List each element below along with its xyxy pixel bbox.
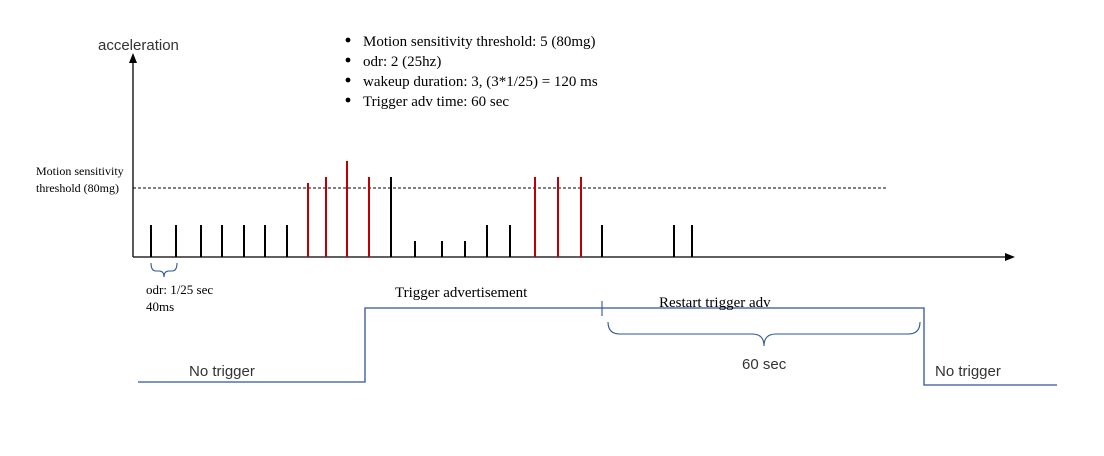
bullet-icon bbox=[345, 37, 351, 43]
threshold-label-line1: Motion sensitivity bbox=[36, 164, 124, 178]
bullet-icon bbox=[345, 97, 351, 103]
bullet-icon bbox=[345, 77, 351, 83]
y-axis-arrow-icon bbox=[129, 53, 137, 63]
no-trigger-right-label: No trigger bbox=[935, 363, 1001, 380]
trigger-advertisement-label: Trigger advertisement bbox=[395, 285, 528, 301]
threshold-label-line2: threshold (80mg) bbox=[36, 181, 119, 195]
trigger-signal-line bbox=[138, 307, 1057, 386]
odr-brace-icon bbox=[150, 262, 178, 278]
bullet-icon bbox=[345, 57, 351, 63]
note-item: Motion sensitivity threshold: 5 (80mg) bbox=[363, 34, 596, 50]
no-trigger-left-label: No trigger bbox=[189, 363, 255, 380]
restart-trigger-label: Restart trigger adv bbox=[659, 295, 771, 311]
notes-list: Motion sensitivity threshold: 5 (80mg) o… bbox=[345, 34, 598, 110]
odr-note-line2: 40ms bbox=[146, 299, 174, 314]
odr-note-line1: odr: 1/25 sec bbox=[146, 282, 213, 297]
note-item: wakeup duration: 3, (3*1/25) = 120 ms bbox=[363, 74, 598, 90]
x-axis-arrow-icon bbox=[1005, 253, 1015, 261]
note-item: odr: 2 (25hz) bbox=[363, 54, 441, 70]
y-axis-label: acceleration bbox=[98, 37, 179, 54]
duration-label: 60 sec bbox=[742, 356, 787, 373]
note-item: Trigger adv time: 60 sec bbox=[363, 94, 509, 110]
acceleration-samples bbox=[150, 161, 693, 257]
duration-brace-icon bbox=[607, 321, 921, 347]
